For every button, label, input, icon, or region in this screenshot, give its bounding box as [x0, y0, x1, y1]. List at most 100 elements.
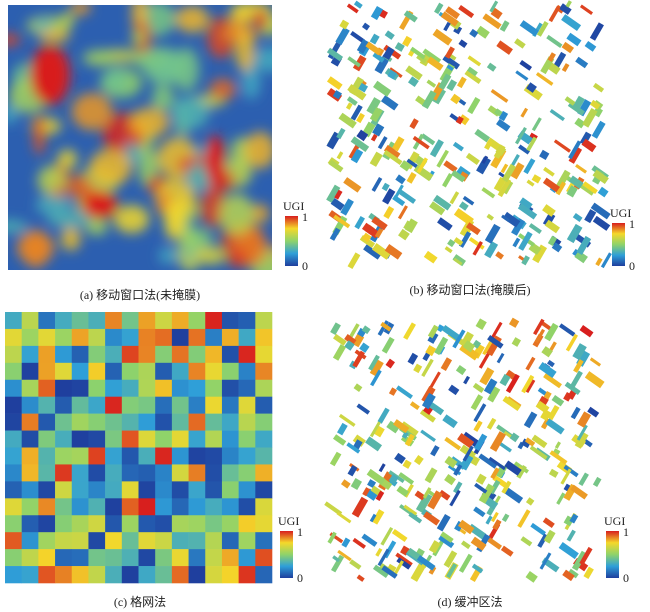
- building: [450, 93, 461, 105]
- building: [383, 149, 403, 165]
- building: [345, 102, 353, 110]
- building: [533, 318, 545, 336]
- grid-cell: [221, 396, 239, 414]
- building: [384, 244, 403, 260]
- grid-cell: [88, 481, 106, 499]
- building: [324, 501, 343, 516]
- building: [346, 442, 361, 454]
- building: [389, 67, 403, 79]
- grid-cell: [138, 345, 156, 364]
- building: [443, 160, 458, 173]
- blob: [8, 219, 29, 234]
- grid-cell: [138, 481, 156, 499]
- grid-cell: [171, 464, 189, 482]
- colorbar: [606, 531, 619, 578]
- building: [446, 79, 458, 92]
- building: [363, 244, 382, 260]
- grid-cell: [71, 345, 89, 364]
- building: [487, 386, 501, 403]
- grid-cell: [238, 430, 256, 448]
- building: [444, 436, 462, 451]
- building: [392, 560, 404, 576]
- building: [413, 455, 424, 466]
- grid-cell: [55, 312, 73, 330]
- building: [547, 404, 560, 421]
- building: [589, 99, 601, 110]
- building: [333, 333, 347, 346]
- blob: [244, 131, 272, 169]
- building: [538, 362, 557, 378]
- building: [398, 472, 415, 485]
- blob: [253, 46, 272, 73]
- building: [526, 82, 537, 93]
- building: [542, 204, 556, 217]
- building: [572, 212, 583, 222]
- building: [328, 159, 344, 173]
- blob: [33, 114, 46, 156]
- building: [473, 506, 486, 518]
- building: [361, 232, 372, 243]
- building: [464, 70, 482, 84]
- building: [496, 118, 511, 132]
- building: [403, 10, 418, 23]
- grid-cell: [205, 396, 223, 414]
- grid-cell: [255, 498, 273, 516]
- grid-cell: [5, 464, 22, 482]
- grid-cell: [21, 549, 39, 567]
- building: [491, 321, 503, 339]
- building: [543, 373, 562, 389]
- grid-cell: [88, 396, 106, 414]
- building: [571, 550, 588, 571]
- building: [403, 504, 418, 516]
- building: [358, 82, 368, 93]
- building: [534, 328, 546, 344]
- building: [399, 160, 412, 172]
- building: [444, 46, 455, 59]
- building: [491, 511, 499, 523]
- grid-cell: [221, 515, 239, 533]
- building: [532, 244, 548, 264]
- grid-cell: [255, 362, 273, 381]
- building: [396, 385, 413, 400]
- building: [347, 464, 358, 477]
- blob: [38, 29, 71, 43]
- building: [548, 5, 561, 23]
- building: [386, 420, 400, 434]
- building: [525, 497, 535, 506]
- building: [595, 257, 603, 267]
- building: [462, 445, 474, 462]
- building: [446, 64, 454, 72]
- grid-cell: [221, 345, 239, 364]
- building: [472, 382, 485, 393]
- grid-cell: [205, 549, 223, 567]
- grid-cell: [188, 312, 206, 330]
- grid-cell: [221, 430, 239, 448]
- grid-cell: [238, 413, 256, 431]
- grid-cell: [238, 481, 256, 499]
- building: [352, 55, 367, 72]
- building: [335, 27, 350, 46]
- grid-cell: [155, 312, 173, 330]
- grid-cell: [238, 328, 256, 347]
- building: [481, 187, 496, 199]
- grid-cell: [255, 396, 273, 414]
- building: [408, 76, 419, 88]
- building: [410, 561, 427, 582]
- building: [430, 445, 440, 457]
- building: [372, 564, 389, 578]
- grid-cell: [238, 379, 256, 397]
- building: [332, 344, 347, 361]
- grid-cell: [188, 413, 206, 431]
- grid-cell: [171, 549, 189, 567]
- building: [565, 0, 572, 8]
- building: [378, 463, 386, 473]
- grid-cell: [105, 515, 123, 533]
- building: [587, 406, 600, 418]
- building: [423, 405, 434, 415]
- building: [368, 354, 380, 371]
- grid-cell: [188, 532, 206, 550]
- grid-cell: [121, 549, 139, 567]
- building: [341, 537, 351, 548]
- building: [449, 113, 460, 122]
- building: [548, 468, 559, 478]
